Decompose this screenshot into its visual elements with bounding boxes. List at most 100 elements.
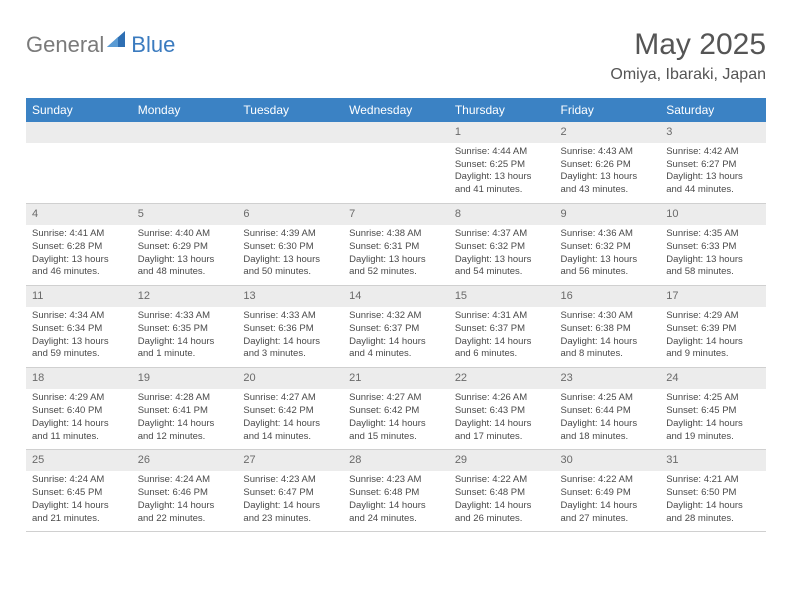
sunset-text: Sunset: 6:44 PM (561, 405, 655, 418)
day-number: 20 (237, 368, 343, 389)
day-number: 6 (237, 204, 343, 225)
day-number: 1 (449, 122, 555, 143)
day-number: 9 (555, 204, 661, 225)
daylight-text: Daylight: 13 hours and 43 minutes. (561, 171, 655, 197)
day-number: 13 (237, 286, 343, 307)
cell-body: Sunrise: 4:42 AMSunset: 6:27 PMDaylight:… (660, 143, 766, 203)
sunrise-text: Sunrise: 4:39 AM (243, 228, 337, 241)
daylight-text: Daylight: 13 hours and 44 minutes. (666, 171, 760, 197)
cell-body: Sunrise: 4:37 AMSunset: 6:32 PMDaylight:… (449, 225, 555, 285)
sunrise-text: Sunrise: 4:33 AM (243, 310, 337, 323)
cell-body: Sunrise: 4:24 AMSunset: 6:46 PMDaylight:… (132, 471, 238, 531)
day-number: 18 (26, 368, 132, 389)
day-number: 5 (132, 204, 238, 225)
day-number: 30 (555, 450, 661, 471)
sunset-text: Sunset: 6:35 PM (138, 323, 232, 336)
sunrise-text: Sunrise: 4:27 AM (349, 392, 443, 405)
calendar-week: 11Sunrise: 4:34 AMSunset: 6:34 PMDayligh… (26, 286, 766, 368)
day-number: 16 (555, 286, 661, 307)
cell-body: Sunrise: 4:25 AMSunset: 6:45 PMDaylight:… (660, 389, 766, 449)
day-number: 31 (660, 450, 766, 471)
daylight-text: Daylight: 14 hours and 6 minutes. (455, 336, 549, 362)
weekday-header: Monday (132, 98, 238, 122)
sunrise-text: Sunrise: 4:24 AM (138, 474, 232, 487)
calendar-cell: 1Sunrise: 4:44 AMSunset: 6:25 PMDaylight… (449, 122, 555, 204)
sunrise-text: Sunrise: 4:31 AM (455, 310, 549, 323)
sunset-text: Sunset: 6:30 PM (243, 241, 337, 254)
calendar-cell: 9 Sunrise: 4:36 AMSunset: 6:32 PMDaylight… (555, 204, 661, 286)
sunrise-text: Sunrise: 4:40 AM (138, 228, 232, 241)
sunset-text: Sunset: 6:40 PM (32, 405, 126, 418)
calendar-cell: 5 Sunrise: 4:40 AMSunset: 6:29 PMDaylight… (132, 204, 238, 286)
calendar-cell: 2Sunrise: 4:43 AMSunset: 6:26 PMDaylight… (555, 122, 661, 204)
calendar-cell: 10Sunrise: 4:35 AMSunset: 6:33 PMDayligh… (660, 204, 766, 286)
sunset-text: Sunset: 6:29 PM (138, 241, 232, 254)
weekday-header: Thursday (449, 98, 555, 122)
daylight-text: Daylight: 13 hours and 50 minutes. (243, 254, 337, 280)
weekday-header: Friday (555, 98, 661, 122)
sunset-text: Sunset: 6:34 PM (32, 323, 126, 336)
daylight-text: Daylight: 14 hours and 28 minutes. (666, 500, 760, 526)
sunset-text: Sunset: 6:50 PM (666, 487, 760, 500)
sunset-text: Sunset: 6:49 PM (561, 487, 655, 500)
sunset-text: Sunset: 6:38 PM (561, 323, 655, 336)
sunrise-text: Sunrise: 4:36 AM (561, 228, 655, 241)
header: General Blue May 2025 Omiya, Ibaraki, Ja… (26, 28, 766, 84)
sunset-text: Sunset: 6:25 PM (455, 159, 549, 172)
daylight-text: Daylight: 13 hours and 54 minutes. (455, 254, 549, 280)
cell-body: Sunrise: 4:34 AMSunset: 6:34 PMDaylight:… (26, 307, 132, 367)
calendar-cell: 21Sunrise: 4:27 AMSunset: 6:42 PMDayligh… (343, 368, 449, 450)
weekday-header: Tuesday (237, 98, 343, 122)
calendar-cell: 29Sunrise: 4:22 AMSunset: 6:48 PMDayligh… (449, 450, 555, 532)
daylight-text: Daylight: 14 hours and 19 minutes. (666, 418, 760, 444)
sunrise-text: Sunrise: 4:43 AM (561, 146, 655, 159)
daylight-text: Daylight: 13 hours and 56 minutes. (561, 254, 655, 280)
sunrise-text: Sunrise: 4:42 AM (666, 146, 760, 159)
day-number: 26 (132, 450, 238, 471)
sunset-text: Sunset: 6:48 PM (455, 487, 549, 500)
sunset-text: Sunset: 6:32 PM (561, 241, 655, 254)
sunrise-text: Sunrise: 4:35 AM (666, 228, 760, 241)
weekday-row: SundayMondayTuesdayWednesdayThursdayFrid… (26, 98, 766, 122)
calendar-week: 18Sunrise: 4:29 AMSunset: 6:40 PMDayligh… (26, 368, 766, 450)
calendar-head: SundayMondayTuesdayWednesdayThursdayFrid… (26, 98, 766, 122)
cell-body: Sunrise: 4:27 AMSunset: 6:42 PMDaylight:… (343, 389, 449, 449)
day-number: 12 (132, 286, 238, 307)
sunset-text: Sunset: 6:42 PM (243, 405, 337, 418)
sunrise-text: Sunrise: 4:25 AM (666, 392, 760, 405)
calendar-cell: 4Sunrise: 4:41 AMSunset: 6:28 PMDaylight… (26, 204, 132, 286)
cell-body: Sunrise: 4:41 AMSunset: 6:28 PMDaylight:… (26, 225, 132, 285)
cell-body (237, 143, 343, 201)
sunrise-text: Sunrise: 4:23 AM (349, 474, 443, 487)
sunset-text: Sunset: 6:37 PM (455, 323, 549, 336)
sunset-text: Sunset: 6:43 PM (455, 405, 549, 418)
daylight-text: Daylight: 14 hours and 15 minutes. (349, 418, 443, 444)
sunrise-text: Sunrise: 4:38 AM (349, 228, 443, 241)
day-number: 27 (237, 450, 343, 471)
sunrise-text: Sunrise: 4:28 AM (138, 392, 232, 405)
sunrise-text: Sunrise: 4:24 AM (32, 474, 126, 487)
sunrise-text: Sunrise: 4:27 AM (243, 392, 337, 405)
sunset-text: Sunset: 6:28 PM (32, 241, 126, 254)
daylight-text: Daylight: 14 hours and 12 minutes. (138, 418, 232, 444)
cell-body: Sunrise: 4:35 AMSunset: 6:33 PMDaylight:… (660, 225, 766, 285)
sunrise-text: Sunrise: 4:22 AM (455, 474, 549, 487)
calendar-cell: 27Sunrise: 4:23 AMSunset: 6:47 PMDayligh… (237, 450, 343, 532)
sunset-text: Sunset: 6:41 PM (138, 405, 232, 418)
cell-body: Sunrise: 4:28 AMSunset: 6:41 PMDaylight:… (132, 389, 238, 449)
cell-body: Sunrise: 4:32 AMSunset: 6:37 PMDaylight:… (343, 307, 449, 367)
weekday-header: Sunday (26, 98, 132, 122)
daylight-text: Daylight: 13 hours and 58 minutes. (666, 254, 760, 280)
sunset-text: Sunset: 6:27 PM (666, 159, 760, 172)
day-number: 29 (449, 450, 555, 471)
daylight-text: Daylight: 13 hours and 48 minutes. (138, 254, 232, 280)
calendar-cell: 18Sunrise: 4:29 AMSunset: 6:40 PMDayligh… (26, 368, 132, 450)
day-number: 7 (343, 204, 449, 225)
calendar-week: 4Sunrise: 4:41 AMSunset: 6:28 PMDaylight… (26, 204, 766, 286)
day-number: 8 (449, 204, 555, 225)
calendar-cell: 3Sunrise: 4:42 AMSunset: 6:27 PMDaylight… (660, 122, 766, 204)
sunset-text: Sunset: 6:39 PM (666, 323, 760, 336)
calendar-cell: 12Sunrise: 4:33 AMSunset: 6:35 PMDayligh… (132, 286, 238, 368)
sunrise-text: Sunrise: 4:41 AM (32, 228, 126, 241)
calendar-cell: 20Sunrise: 4:27 AMSunset: 6:42 PMDayligh… (237, 368, 343, 450)
